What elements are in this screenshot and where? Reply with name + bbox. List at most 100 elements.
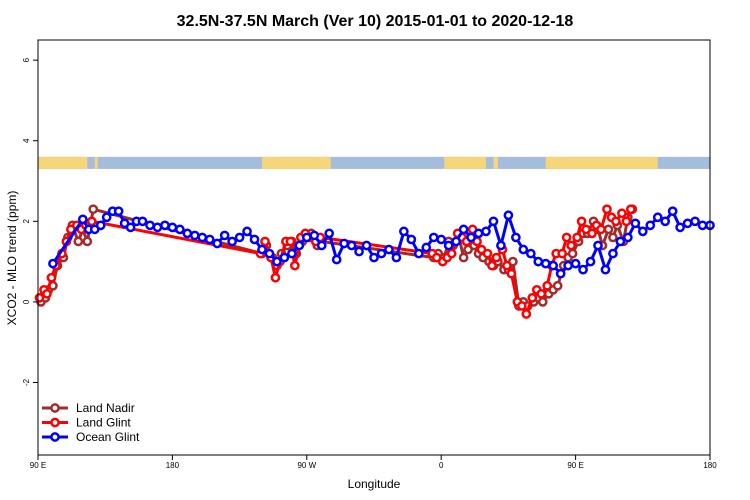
data-point (542, 280, 553, 291)
data-point (309, 230, 320, 241)
data-point (324, 228, 335, 239)
data-point (630, 218, 641, 229)
data-point (525, 248, 536, 259)
legend-item: Land Glint (42, 416, 131, 430)
data-point (496, 240, 506, 251)
data-point (548, 260, 559, 271)
data-point (399, 226, 409, 237)
data-point (458, 224, 469, 235)
data-point (600, 264, 611, 275)
data-point (603, 224, 614, 235)
x-tick-label: 180 (703, 461, 717, 470)
data-point (667, 206, 678, 217)
data-point (285, 236, 296, 247)
data-point (175, 224, 185, 235)
data-point (212, 238, 223, 249)
data-point (540, 258, 551, 269)
y-tick-label: 4 (22, 138, 31, 143)
plot-frame (37, 39, 711, 456)
data-point (537, 297, 548, 307)
data-point (566, 240, 576, 251)
data-point (113, 206, 124, 217)
data-point (95, 220, 106, 231)
data-point (488, 216, 499, 227)
data-point (621, 216, 632, 227)
data-point (576, 216, 587, 227)
data-point (587, 228, 597, 239)
legend-marker (50, 417, 60, 428)
data-point (279, 252, 290, 263)
data-point (506, 268, 517, 279)
land-segment (444, 156, 486, 169)
land-segment (262, 156, 331, 169)
data-point (46, 272, 57, 283)
data-point (615, 236, 626, 247)
data-point (623, 232, 633, 243)
data-point (511, 232, 521, 243)
data-point (86, 216, 97, 227)
x-axis-label: Longitude (348, 477, 401, 491)
data-point (316, 240, 327, 251)
x-axis: 90 E 180 90 W 0 90 E 180 (30, 455, 717, 470)
data-point (608, 248, 618, 259)
y-axis: -2 0 2 4 6 (22, 57, 38, 386)
data-point (42, 288, 52, 299)
data-point (596, 224, 606, 235)
legend-item: Ocean Glint (42, 430, 140, 444)
data-point (446, 248, 457, 259)
data-point (101, 212, 112, 223)
data-point (516, 301, 527, 311)
data-point (234, 232, 245, 243)
data-point (563, 260, 573, 271)
data-point (160, 220, 170, 231)
data-point (466, 232, 476, 243)
data-point (491, 252, 502, 263)
data-point (652, 212, 663, 223)
data-point (260, 236, 270, 247)
land-segment (38, 156, 88, 169)
chart-title: 32.5N-37.5N March (Ver 10) 2015-01-01 to… (177, 13, 574, 30)
data-point (376, 248, 387, 259)
data-point (413, 248, 424, 259)
y-axis-label: XCO2 - MLO trend (ppm) (5, 191, 19, 326)
data-point (270, 272, 281, 283)
data-point (675, 222, 685, 233)
data-point (555, 268, 566, 279)
data-point (458, 252, 469, 263)
data-point (197, 232, 208, 243)
data-point (533, 256, 544, 267)
data-point (290, 260, 300, 271)
data-point (481, 226, 491, 237)
data-point (593, 240, 603, 251)
x-tick-label: 180 (166, 461, 180, 470)
data-point (145, 220, 155, 231)
data-point (567, 248, 578, 259)
data-point (48, 258, 58, 269)
data-point (572, 232, 582, 243)
x-tick-label: 90 E (30, 461, 46, 470)
land-segment (94, 156, 98, 169)
data-point (219, 230, 230, 241)
data-point (346, 240, 357, 251)
data-point (682, 218, 693, 229)
land-ocean-band (38, 156, 710, 169)
data-point (637, 226, 648, 237)
x-tick-label: 90 E (567, 461, 583, 470)
data-point (406, 234, 417, 245)
data-point (578, 264, 588, 275)
data-point (602, 204, 612, 215)
data-point (561, 232, 572, 243)
data-point (294, 240, 305, 251)
data-point (690, 216, 700, 227)
x-tick-label: 0 (439, 461, 444, 470)
legend-label: Land Glint (76, 416, 131, 430)
data-point (518, 244, 529, 255)
data-point (443, 240, 454, 251)
legend-label: Ocean Glint (76, 430, 140, 444)
data-point (272, 256, 282, 267)
land-segment (493, 156, 498, 169)
data-point (585, 256, 596, 267)
data-point (354, 246, 364, 257)
